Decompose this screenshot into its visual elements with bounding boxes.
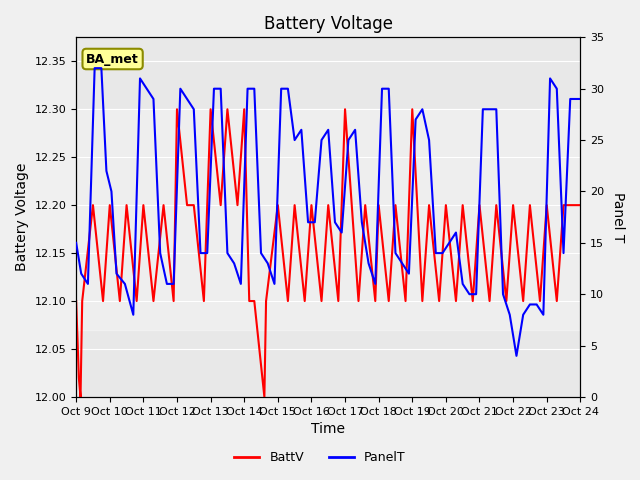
Y-axis label: Battery Voltage: Battery Voltage [15,163,29,271]
Y-axis label: Panel T: Panel T [611,192,625,242]
Bar [76,109,580,330]
Legend: BattV, PanelT: BattV, PanelT [229,446,411,469]
X-axis label: Time: Time [311,422,345,436]
Title: Battery Voltage: Battery Voltage [264,15,393,33]
Text: BA_met: BA_met [86,52,139,65]
